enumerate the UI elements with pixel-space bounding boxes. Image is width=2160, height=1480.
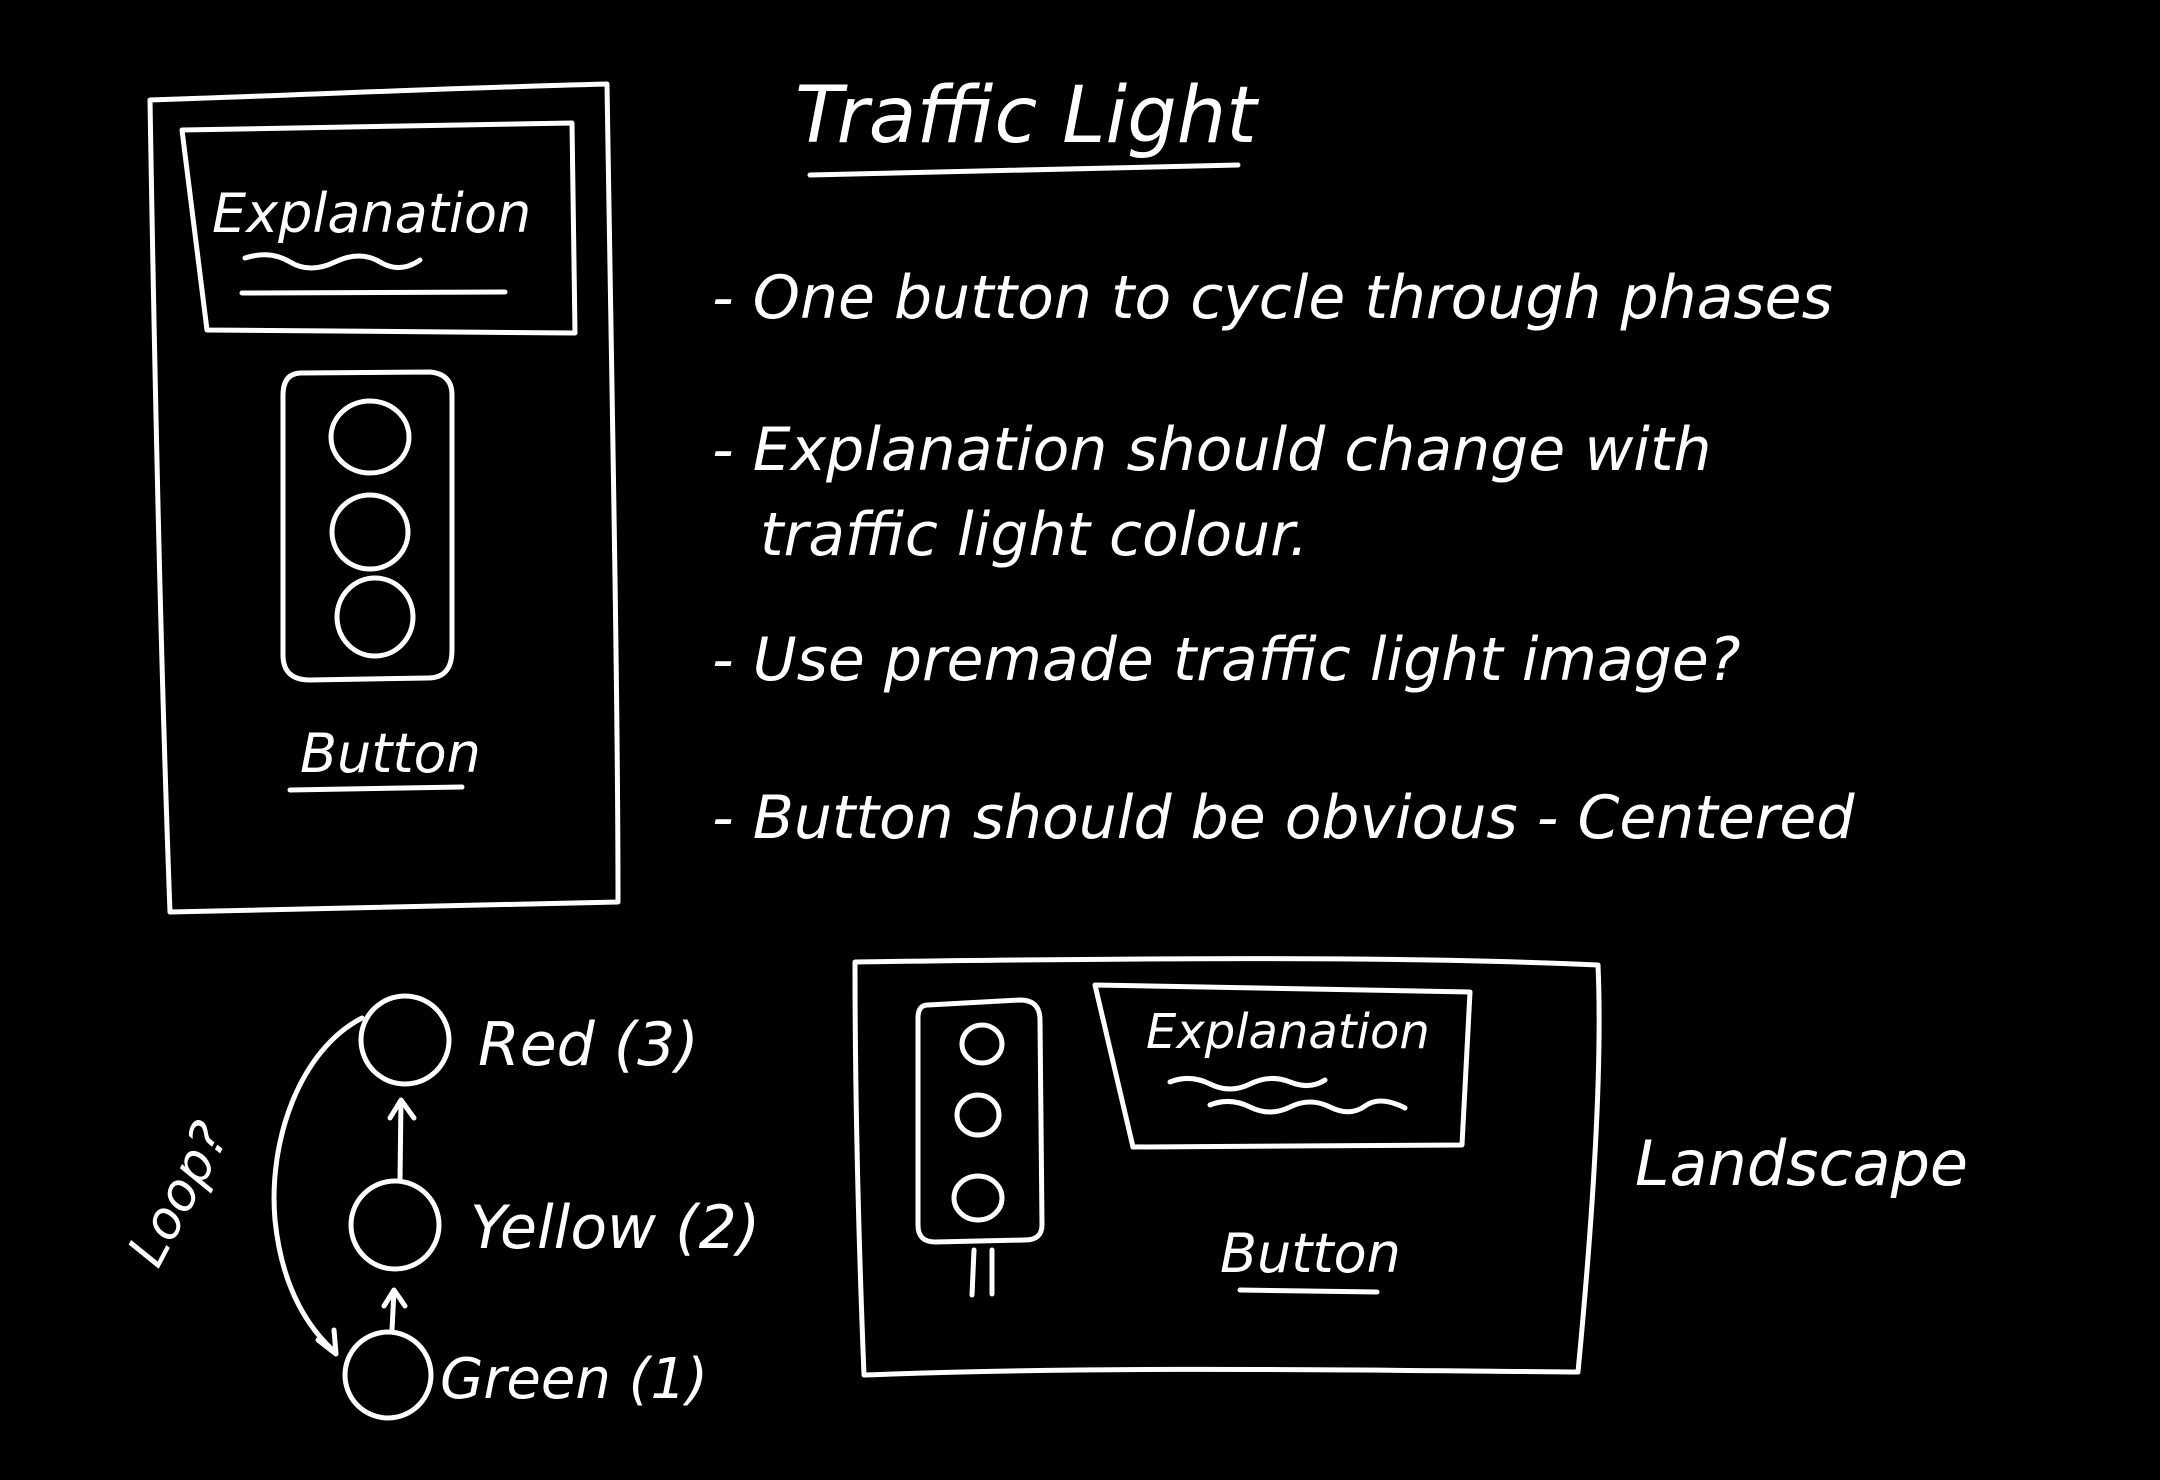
portrait-explanation-box bbox=[179, 120, 578, 336]
landscape-mockup: Explanation Button Landscape bbox=[852, 956, 1968, 1378]
note-4: - Button should be obvious - Centered bbox=[712, 783, 1855, 853]
landscape-light-bottom bbox=[951, 1173, 1005, 1223]
state-red-circle bbox=[358, 993, 452, 1087]
portrait-light-middle bbox=[329, 492, 411, 572]
state-yellow-label: Yellow (2) bbox=[470, 1193, 760, 1263]
portrait-light-bottom bbox=[334, 575, 416, 659]
portrait-explanation-squiggle-1 bbox=[242, 252, 423, 271]
portrait-frame bbox=[147, 81, 621, 915]
portrait-traffic-light-housing bbox=[280, 369, 455, 683]
landscape-explanation-label: Explanation bbox=[1146, 1004, 1430, 1060]
title-underline bbox=[807, 162, 1241, 178]
note-2-continued: traffic light colour. bbox=[760, 500, 1308, 570]
landscape-traffic-light-pole bbox=[969, 1247, 995, 1298]
arrow-green-to-yellow bbox=[381, 1287, 408, 1333]
landscape-light-middle bbox=[954, 1092, 1002, 1138]
portrait-explanation-squiggle-2 bbox=[239, 289, 508, 296]
state-diagram: Red (3) Yellow (2) Green (1) Loop? bbox=[117, 993, 760, 1421]
loop-arrow-red-to-green bbox=[271, 1015, 365, 1357]
page-title: Traffic Light bbox=[795, 71, 1259, 161]
state-yellow-circle bbox=[348, 1178, 442, 1272]
arrow-yellow-to-red bbox=[387, 1097, 417, 1183]
note-1: - One button to cycle through phases bbox=[712, 263, 1833, 333]
title-block: Traffic Light bbox=[795, 71, 1259, 178]
portrait-button-label: Button bbox=[300, 722, 481, 785]
state-red-label: Red (3) bbox=[478, 1010, 699, 1080]
notes-list: - One button to cycle through phases - E… bbox=[712, 263, 1855, 853]
portrait-explanation-label: Explanation bbox=[212, 182, 531, 245]
portrait-light-top bbox=[328, 398, 412, 476]
landscape-frame bbox=[852, 956, 1602, 1378]
landscape-explanation-squiggle-1 bbox=[1167, 1076, 1328, 1092]
landscape-light-top bbox=[959, 1022, 1005, 1066]
portrait-button-underline bbox=[287, 784, 465, 793]
state-green-circle bbox=[342, 1329, 434, 1421]
landscape-explanation-squiggle-2 bbox=[1207, 1098, 1408, 1115]
note-2: - Explanation should change with bbox=[712, 415, 1712, 485]
landscape-button-underline bbox=[1237, 1287, 1380, 1295]
note-3: - Use premade traffic light image? bbox=[712, 625, 1741, 695]
state-green-label: Green (1) bbox=[440, 1347, 708, 1412]
landscape-explanation-box bbox=[1092, 982, 1473, 1150]
landscape-traffic-light-housing bbox=[915, 997, 1045, 1245]
landscape-caption: Landscape bbox=[1635, 1127, 1968, 1200]
portrait-mockup: Explanation Button bbox=[147, 81, 621, 915]
landscape-button-label: Button bbox=[1220, 1222, 1401, 1285]
loop-label: Loop? bbox=[117, 1113, 242, 1276]
